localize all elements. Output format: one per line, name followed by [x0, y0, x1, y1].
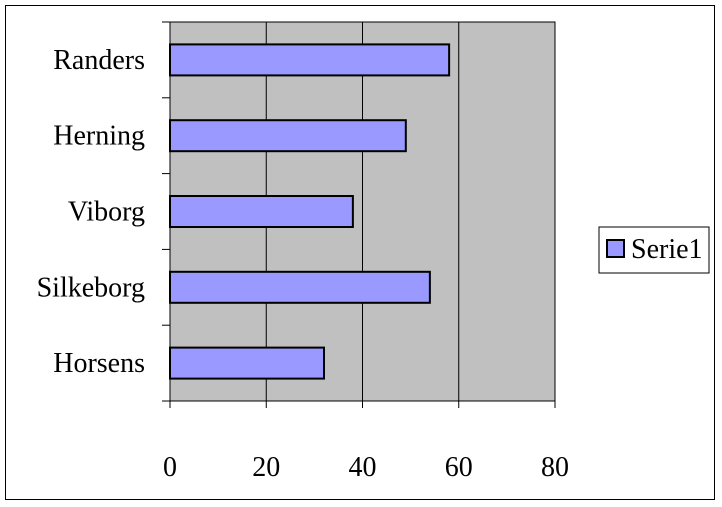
axes: [162, 21, 556, 408]
category-label-herning: Herning: [53, 121, 145, 152]
category-label-silkeborg: Silkeborg: [37, 272, 145, 303]
category-label-randers: Randers: [53, 45, 145, 76]
category-label-horsens: Horsens: [53, 348, 145, 379]
legend: Serie1: [598, 226, 710, 274]
legend-swatch: [606, 239, 625, 258]
bar-herning: [169, 119, 407, 153]
bar-silkeborg: [169, 270, 431, 304]
x-tick-label: 40: [349, 452, 377, 483]
x-tick-label: 20: [252, 452, 280, 483]
bar-horsens: [169, 346, 325, 380]
x-tick-label: 60: [445, 452, 473, 483]
category-label-viborg: Viborg: [68, 197, 145, 228]
labels: 0 20 40 60 80 Randers Herning Viborg Silkeborg Ho…: [37, 45, 569, 483]
x-tick-label: 0: [163, 452, 177, 483]
bars: [169, 43, 451, 380]
bar-viborg: [169, 195, 354, 228]
legend-label: Serie1: [631, 234, 703, 265]
bar-randers: [169, 43, 451, 77]
x-tick-label: 80: [541, 452, 569, 483]
